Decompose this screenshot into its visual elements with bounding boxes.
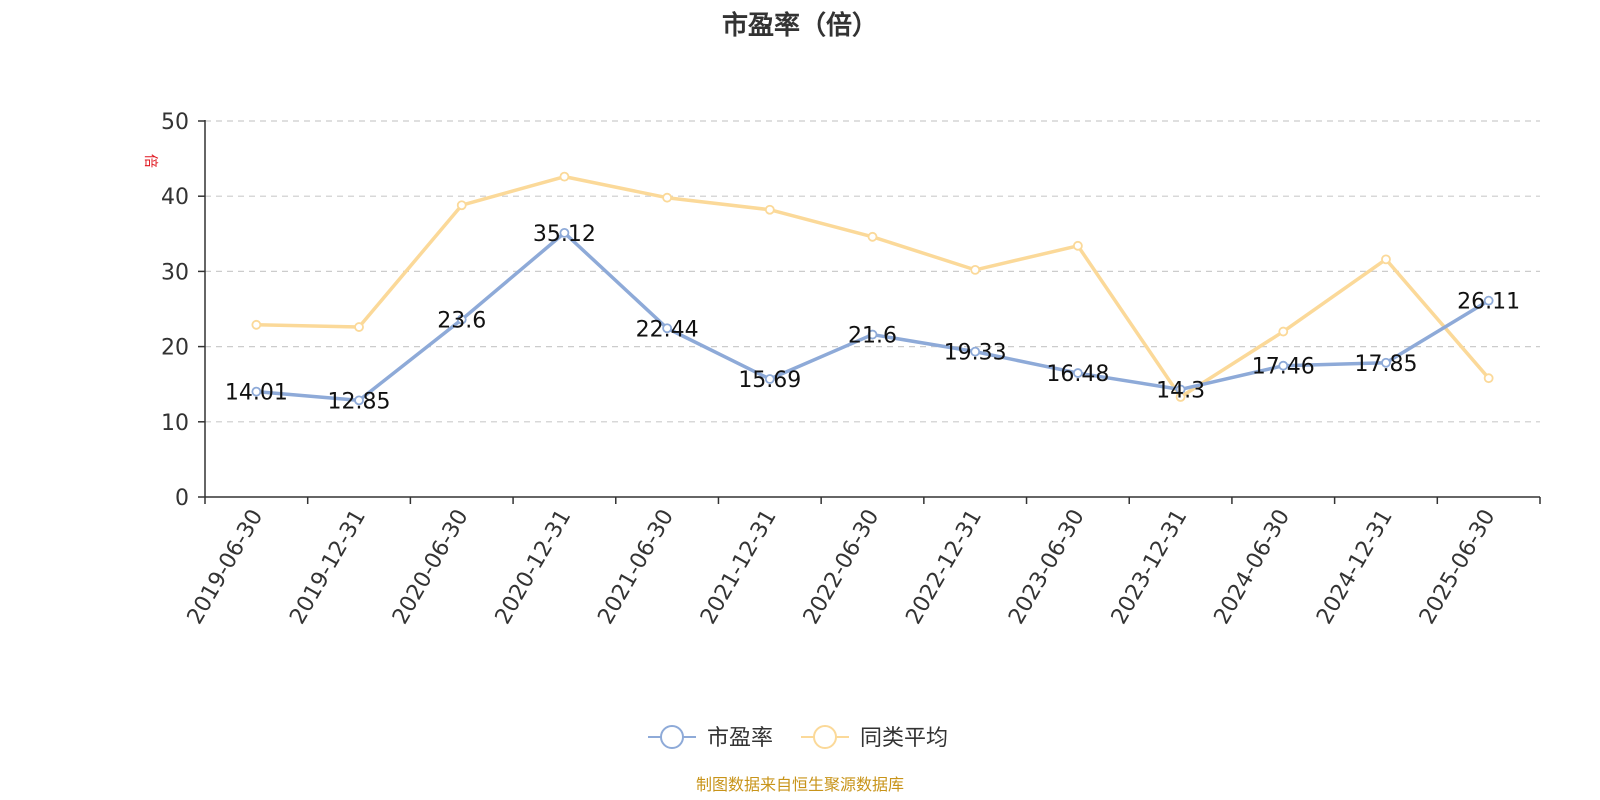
data-label: 19.33 [944, 341, 1007, 366]
series-point-0 [456, 314, 467, 325]
legend-label: 市盈率 [707, 726, 773, 751]
data-label: 23.6 [437, 309, 486, 334]
data-label: 14.3 [1156, 378, 1205, 403]
series-lines [251, 171, 1494, 406]
data-label: 17.46 [1252, 355, 1315, 380]
source-note: 制图数据来自恒生聚源数据库 [696, 775, 904, 794]
series-point-1 [1381, 254, 1391, 265]
x-tick-label: 2020-12-31 [491, 505, 577, 628]
y-tick-label: 0 [175, 486, 189, 511]
x-tick-label: 2023-12-31 [1107, 505, 1193, 628]
series-point-0 [1278, 360, 1289, 371]
series-point-1 [559, 171, 570, 182]
y-tick-label: 20 [161, 336, 189, 361]
x-tick-label: 2025-06-30 [1415, 505, 1501, 628]
legend: 市盈率 同类平均 [648, 725, 948, 751]
x-tick-label: 2019-12-31 [285, 505, 371, 628]
series-point-0 [1175, 384, 1186, 395]
series-point-0 [1381, 357, 1391, 368]
series-point-0 [354, 395, 364, 406]
series-point-0 [251, 386, 262, 397]
data-labels: 14.01 12.85 23.6 35.12 22.44 15.69 21.6 19.33 16… [225, 222, 1520, 414]
y-axis-label: 倍 [142, 154, 158, 168]
data-label: 14.01 [225, 381, 288, 406]
series-point-1 [1072, 240, 1083, 251]
series-point-1 [354, 322, 364, 332]
x-tick-label: 2020-06-30 [388, 505, 474, 628]
series-point-1 [1278, 326, 1289, 337]
series-point-1 [764, 204, 775, 215]
series-point-0 [559, 227, 570, 238]
data-label: 17.85 [1354, 352, 1417, 377]
data-label: 21.6 [848, 324, 897, 349]
legend-marker-0 [660, 725, 684, 749]
data-label: 22.44 [636, 317, 699, 342]
series-point-1 [662, 192, 673, 203]
legend-marker-1 [813, 725, 837, 749]
series-point-1 [1483, 373, 1494, 384]
x-tick-label: 2022-12-31 [901, 505, 987, 628]
axes: 0 10 20 30 40 50 2019-06-30 2019-12-31 2020-06-3… [161, 110, 1541, 629]
data-label: 15.69 [738, 368, 801, 393]
series-point-0 [1483, 295, 1494, 306]
series-point-1 [251, 319, 262, 330]
y-tick-label: 30 [161, 260, 189, 285]
chart-title: 市盈率（倍） [722, 10, 878, 41]
x-tick-label: 2023-06-30 [1004, 505, 1090, 628]
series-point-0 [1072, 368, 1083, 378]
y-tick-label: 50 [161, 110, 189, 135]
series-point-1 [456, 200, 467, 211]
series-point-0 [970, 346, 981, 357]
x-tick-label: 2024-06-30 [1210, 505, 1296, 628]
data-label: 35.12 [533, 222, 596, 247]
series-point-0 [764, 374, 775, 384]
x-tick-label: 2021-06-30 [593, 505, 679, 628]
x-tick-label: 2019-06-30 [183, 505, 269, 628]
series-point-1 [970, 264, 981, 275]
x-tick-label: 2022-06-30 [799, 505, 885, 628]
data-label: 12.85 [328, 389, 391, 414]
series-point-0 [867, 329, 878, 340]
data-label: 16.48 [1046, 362, 1109, 387]
y-tick-label: 40 [161, 185, 189, 210]
x-tick-label: 2024-12-31 [1312, 505, 1398, 628]
y-tick-label: 10 [161, 411, 189, 436]
data-label: 26.11 [1457, 290, 1520, 315]
series-point-1 [867, 231, 878, 242]
series-point-0 [662, 323, 673, 334]
x-tick-label: 2021-12-31 [696, 505, 782, 628]
legend-label: 同类平均 [860, 726, 948, 751]
